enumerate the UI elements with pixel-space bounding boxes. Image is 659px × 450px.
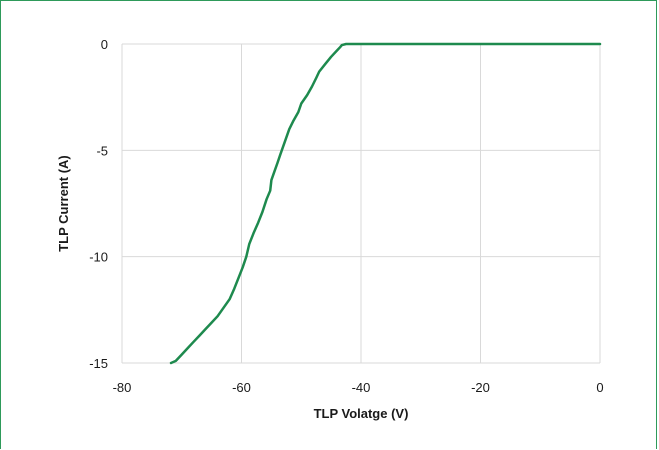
- x-tick-label: -80: [113, 380, 132, 395]
- series-line: [169, 42, 602, 365]
- x-axis-title: TLP Volatge (V): [314, 406, 409, 421]
- gridlines: [121, 43, 601, 364]
- x-tick-label: 0: [596, 380, 603, 395]
- x-tick-label: -20: [471, 380, 490, 395]
- y-tick-label: -10: [89, 250, 108, 265]
- y-axis-title: TLP Current (A): [56, 155, 71, 252]
- y-tick-label: -15: [89, 356, 108, 371]
- x-tick-label: -40: [352, 380, 371, 395]
- x-tick-label: -60: [232, 380, 251, 395]
- x-tick-labels: -80 -60 -40 -20 0: [113, 380, 604, 395]
- series-group: [169, 42, 602, 365]
- y-tick-label: 0: [101, 37, 108, 52]
- y-tick-labels: 0 -5 -10 -15: [89, 37, 108, 371]
- y-tick-label: -5: [96, 143, 108, 158]
